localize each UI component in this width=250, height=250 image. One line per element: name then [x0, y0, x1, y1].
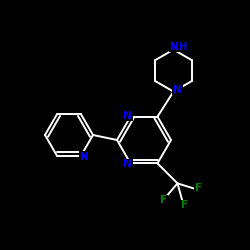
Text: NH: NH — [170, 42, 187, 51]
Text: F: F — [160, 196, 167, 205]
Text: N: N — [123, 110, 132, 120]
Text: N: N — [173, 84, 182, 94]
Text: N: N — [80, 152, 88, 162]
Text: N: N — [123, 160, 132, 170]
Text: F: F — [181, 200, 188, 210]
Text: F: F — [195, 184, 202, 194]
